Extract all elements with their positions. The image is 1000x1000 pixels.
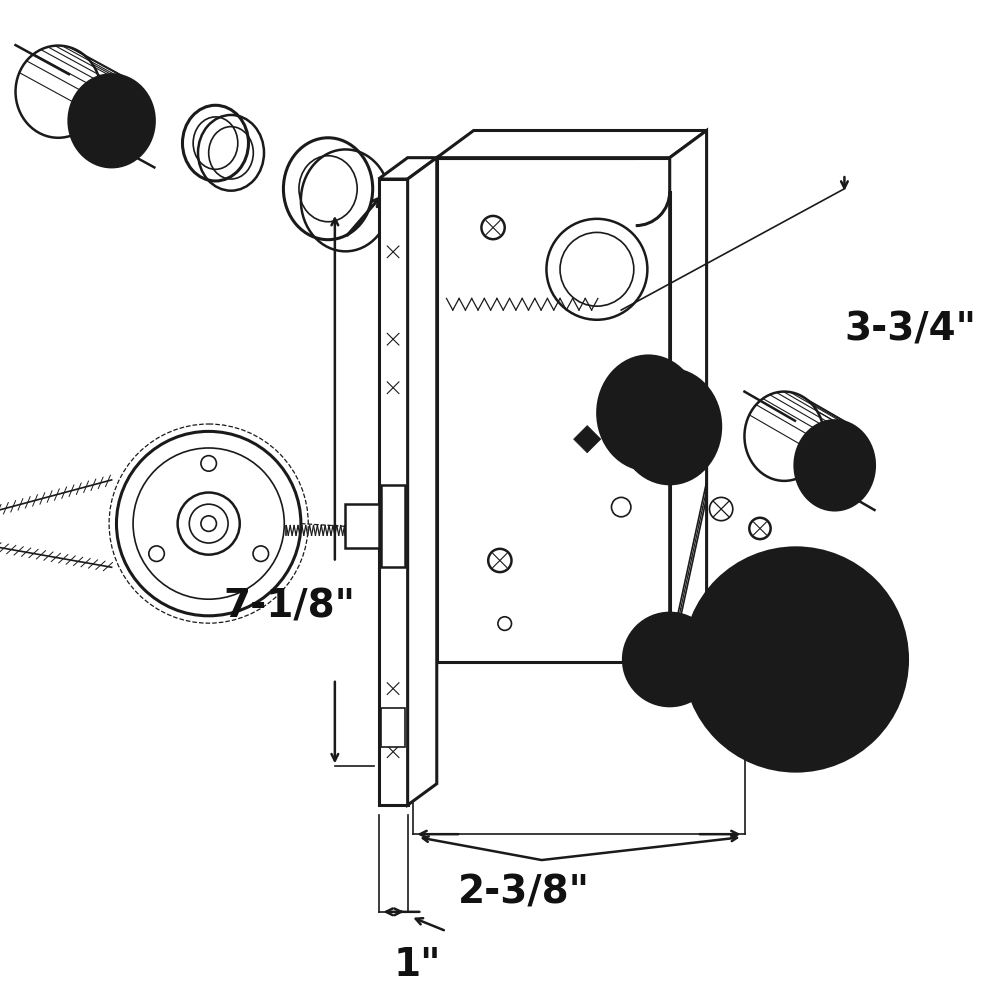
Ellipse shape bbox=[69, 75, 154, 167]
Text: 1": 1" bbox=[394, 946, 441, 984]
Bar bbox=[381, 708, 405, 747]
Ellipse shape bbox=[597, 356, 699, 470]
Text: 7-1/8": 7-1/8" bbox=[223, 587, 355, 625]
Polygon shape bbox=[574, 426, 601, 453]
Polygon shape bbox=[834, 470, 845, 493]
Polygon shape bbox=[379, 158, 437, 179]
Polygon shape bbox=[345, 504, 379, 548]
Polygon shape bbox=[110, 129, 123, 152]
Polygon shape bbox=[670, 130, 707, 662]
Ellipse shape bbox=[578, 344, 680, 459]
Text: 3-3/4": 3-3/4" bbox=[844, 310, 976, 348]
Text: 2-3/8": 2-3/8" bbox=[458, 873, 590, 911]
Polygon shape bbox=[437, 158, 670, 662]
Polygon shape bbox=[379, 179, 408, 805]
Circle shape bbox=[684, 548, 908, 771]
Bar bbox=[381, 485, 405, 567]
Polygon shape bbox=[437, 130, 707, 158]
Ellipse shape bbox=[795, 421, 875, 510]
Circle shape bbox=[623, 613, 716, 706]
Ellipse shape bbox=[619, 369, 721, 484]
Polygon shape bbox=[408, 158, 437, 805]
